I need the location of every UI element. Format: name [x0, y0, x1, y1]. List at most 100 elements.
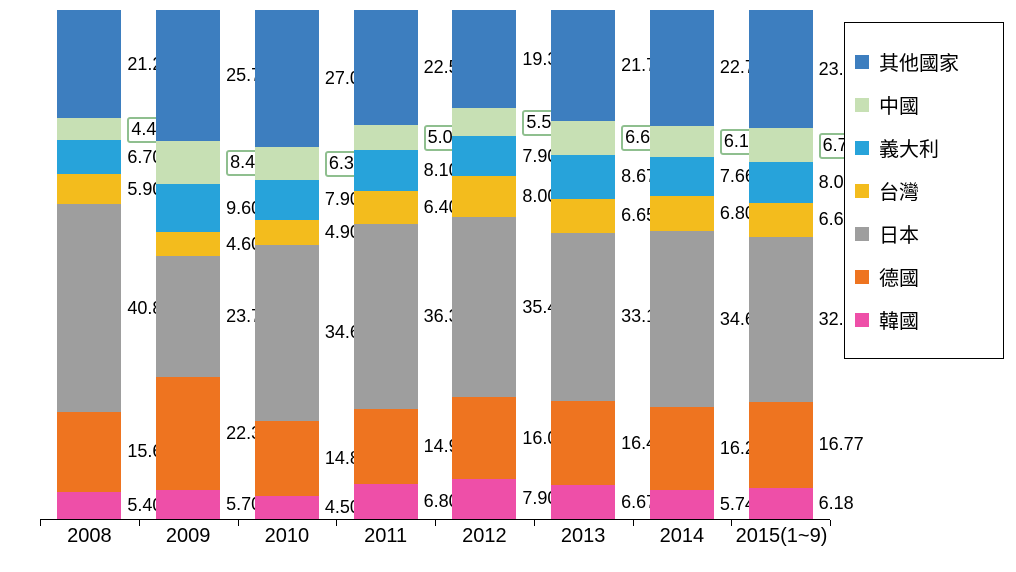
- legend-item-japan: 日本: [855, 219, 993, 248]
- legend-label: 德國: [879, 262, 919, 291]
- legend-item-china: 中國: [855, 90, 993, 119]
- x-label: 2008: [44, 525, 134, 548]
- bar-segment-japan: 34.69: [650, 231, 714, 408]
- bar-segment-japan: 33.13: [551, 233, 615, 402]
- value-label: 16.77: [819, 434, 864, 455]
- bar-segment-taiwan: 8.00: [452, 176, 516, 217]
- bar-segment-italy: 8.01: [749, 162, 813, 203]
- legend-label: 中國: [879, 90, 919, 119]
- bar-segment-china: 6.30: [255, 147, 319, 179]
- bar-segment-others: 22.72: [650, 10, 714, 126]
- x-label: 2014: [637, 525, 727, 548]
- bar-segment-germany: 16.77: [749, 402, 813, 487]
- bar-segment-italy: 6.70: [57, 140, 121, 174]
- bar-segment-italy: 7.90: [255, 180, 319, 220]
- bar-segment-germany: 16.00: [452, 397, 516, 478]
- bar-segment-japan: 35.40: [452, 217, 516, 397]
- bar-segment-taiwan: 6.40: [354, 191, 418, 224]
- x-label: 2010: [242, 525, 332, 548]
- bar-segment-china: 5.00: [354, 125, 418, 150]
- x-label: 2009: [143, 525, 233, 548]
- legend-swatch: [855, 184, 869, 198]
- bar-segment-taiwan: 5.90: [57, 174, 121, 204]
- plot-area: 21.204.406.705.9040.8015.605.40 25.708.40…: [40, 10, 830, 520]
- bar-column: 21.756.658.676.6533.1316.486.67: [551, 10, 615, 519]
- bar-segment-germany: 15.60: [57, 412, 121, 491]
- bar-segment-italy: 8.67: [551, 155, 615, 199]
- legend-item-germany: 德國: [855, 262, 993, 291]
- legend-swatch: [855, 55, 869, 69]
- bar-segment-china: 8.40: [156, 141, 220, 184]
- x-axis-labels: 2008 2009 2010 2011 2012 2013 2014 2015(1~9): [40, 525, 830, 548]
- bar-segment-italy: 8.10: [354, 150, 418, 191]
- bar-column: 22.726.197.666.8034.6916.205.74: [650, 10, 714, 519]
- legend-item-taiwan: 台灣: [855, 176, 993, 205]
- bar-segment-italy: 9.60: [156, 184, 220, 233]
- bar-segment-others: 27.00: [255, 10, 319, 147]
- bar-segment-others: 21.20: [57, 10, 121, 118]
- legend-item-korea: 韓國: [855, 305, 993, 334]
- x-label: 2011: [341, 525, 431, 548]
- x-tick: [830, 520, 831, 526]
- legend-label: 日本: [879, 219, 919, 248]
- bar-segment-korea: 5.70: [156, 490, 220, 519]
- bar-column: 23.186.738.016.6632.4716.776.18: [749, 10, 813, 519]
- bar-segment-germany: 16.20: [650, 407, 714, 489]
- bar-segment-others: 25.70: [156, 10, 220, 141]
- bar-segment-taiwan: 6.66: [749, 203, 813, 237]
- bar-segment-germany: 14.80: [255, 421, 319, 496]
- x-label: 2015(1~9): [736, 525, 826, 548]
- bar-segment-italy: 7.90: [452, 136, 516, 176]
- bar-column: 22.505.008.106.4036.3014.906.80: [354, 10, 418, 519]
- bar-segment-others: 23.18: [749, 10, 813, 128]
- bar-segment-germany: 22.30: [156, 377, 220, 491]
- bar-segment-korea: 4.50: [255, 496, 319, 519]
- value-label: 6.18: [819, 493, 854, 514]
- x-label: 2012: [439, 525, 529, 548]
- bar-column: 27.006.307.904.9034.6014.804.50: [255, 10, 319, 519]
- legend-item-others: 其他國家: [855, 47, 993, 76]
- x-label: 2013: [538, 525, 628, 548]
- legend-swatch: [855, 227, 869, 241]
- stacked-bar-chart: 21.204.406.705.9040.8015.605.40 25.708.40…: [0, 0, 1016, 572]
- legend-swatch: [855, 98, 869, 112]
- bar-segment-japan: 32.47: [749, 237, 813, 402]
- bar-column: 19.305.507.908.0035.4016.007.90: [452, 10, 516, 519]
- bar-segment-china: 4.40: [57, 118, 121, 140]
- bar-segment-korea: 5.74: [650, 490, 714, 519]
- bar-segment-china: 6.19: [650, 126, 714, 158]
- legend-label: 其他國家: [879, 47, 959, 76]
- legend-item-italy: 義大利: [855, 133, 993, 162]
- bar-segment-japan: 40.80: [57, 204, 121, 412]
- bar-segment-korea: 5.40: [57, 492, 121, 519]
- bar-segment-others: 22.50: [354, 10, 418, 125]
- bar-column: 21.204.406.705.9040.8015.605.40: [57, 10, 121, 519]
- bar-segment-taiwan: 4.90: [255, 220, 319, 245]
- bar-segment-china: 6.73: [749, 128, 813, 162]
- bar-segment-korea: 6.80: [354, 484, 418, 519]
- bars-container: 21.204.406.705.9040.8015.605.40 25.708.40…: [40, 10, 830, 519]
- bar-segment-korea: 7.90: [452, 479, 516, 519]
- legend-swatch: [855, 313, 869, 327]
- bar-segment-china: 5.50: [452, 108, 516, 136]
- bar-segment-germany: 16.48: [551, 401, 615, 485]
- bar-segment-others: 21.75: [551, 10, 615, 121]
- legend-swatch: [855, 141, 869, 155]
- bar-segment-japan: 36.30: [354, 224, 418, 409]
- bar-segment-japan: 23.70: [156, 256, 220, 377]
- legend: 其他國家中國義大利台灣日本德國韓國: [844, 22, 1004, 359]
- legend-label: 韓國: [879, 305, 919, 334]
- bar-segment-korea: 6.18: [749, 488, 813, 519]
- bar-column: 25.708.409.604.6023.7022.305.70: [156, 10, 220, 519]
- bar-segment-japan: 34.60: [255, 245, 319, 421]
- bar-segment-germany: 14.90: [354, 409, 418, 485]
- bar-segment-italy: 7.66: [650, 157, 714, 196]
- bar-segment-taiwan: 6.80: [650, 196, 714, 231]
- bar-segment-korea: 6.67: [551, 485, 615, 519]
- legend-swatch: [855, 270, 869, 284]
- bar-segment-taiwan: 4.60: [156, 232, 220, 255]
- bar-segment-others: 19.30: [452, 10, 516, 108]
- bar-segment-taiwan: 6.65: [551, 199, 615, 233]
- legend-label: 義大利: [879, 133, 939, 162]
- bar-segment-china: 6.65: [551, 121, 615, 155]
